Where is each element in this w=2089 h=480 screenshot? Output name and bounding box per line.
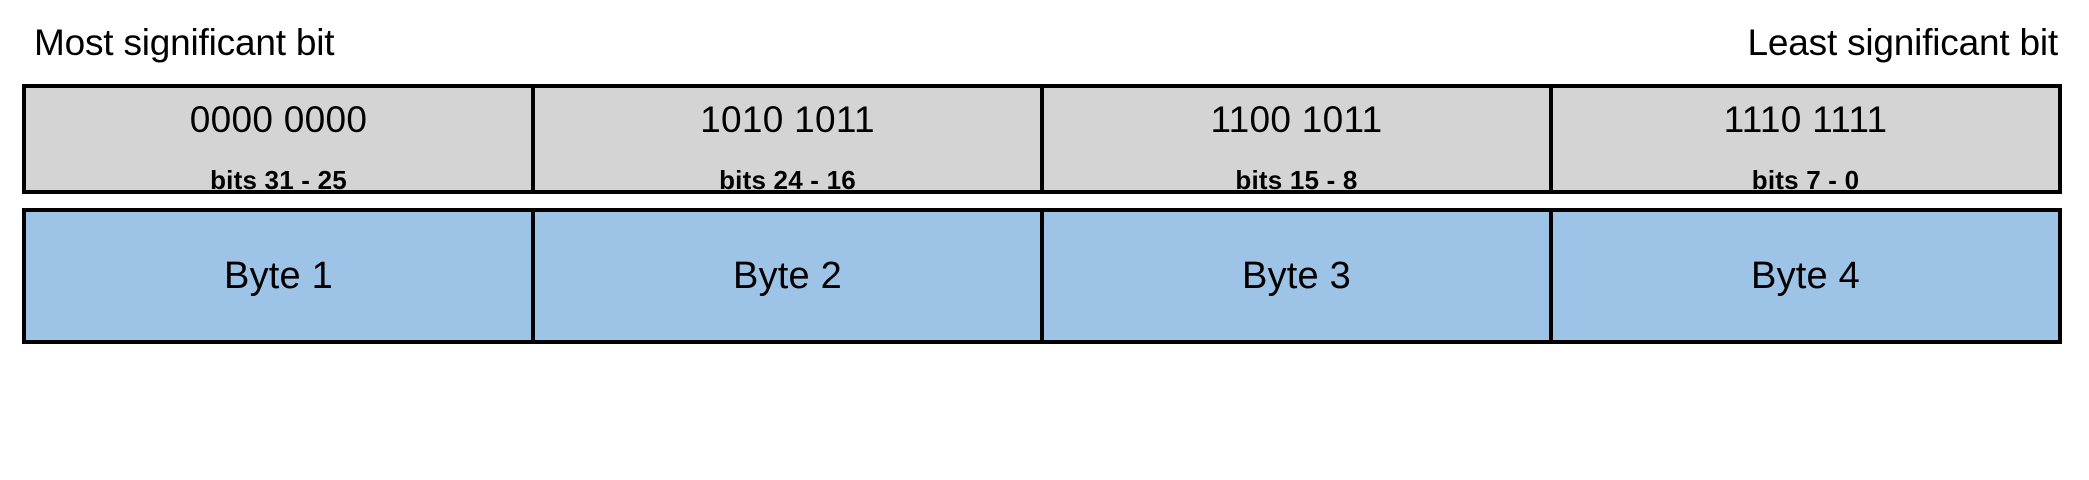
byte-label-2: Byte 2 xyxy=(733,255,842,297)
byte-label-3: Byte 3 xyxy=(1242,255,1351,297)
bit-values-row: 0000 0000 bits 31 - 25 1010 1011 bits 24… xyxy=(22,84,2062,194)
bit-cell-4: 1110 1111 bits 7 - 0 xyxy=(1553,88,2058,195)
byte-cell-4: Byte 4 xyxy=(1553,212,2058,340)
byte-label-4: Byte 4 xyxy=(1751,255,1860,297)
byte-label-1: Byte 1 xyxy=(224,255,333,297)
byte-labels-row: Byte 1 Byte 2 Byte 3 Byte 4 xyxy=(22,208,2062,344)
bit-range-label-1: bits 31 - 25 xyxy=(210,165,347,195)
bit-value-2: 1010 1011 xyxy=(700,99,875,140)
bit-value-1: 0000 0000 xyxy=(189,99,368,140)
most-significant-bit-label: Most significant bit xyxy=(34,21,335,63)
bit-range-label-3: bits 15 - 8 xyxy=(1235,165,1358,195)
bit-cell-1: 0000 0000 bits 31 - 25 xyxy=(26,88,535,195)
byte-cell-1: Byte 1 xyxy=(26,212,535,340)
bit-value-4: 1110 1111 xyxy=(1723,99,1888,140)
bit-value-3: 1100 1011 xyxy=(1210,99,1383,140)
bit-range-label-2: bits 24 - 16 xyxy=(719,165,856,195)
caption-row: Most significant bit Least significant b… xyxy=(22,14,2062,70)
byte-cell-2: Byte 2 xyxy=(535,212,1044,340)
bit-range-label-4: bits 7 - 0 xyxy=(1751,165,1860,195)
least-significant-bit-label: Least significant bit xyxy=(1747,21,2059,63)
byte-cell-3: Byte 3 xyxy=(1044,212,1553,340)
bit-cell-3: 1100 1011 bits 15 - 8 xyxy=(1044,88,1553,195)
bit-cell-2: 1010 1011 bits 24 - 16 xyxy=(535,88,1044,195)
